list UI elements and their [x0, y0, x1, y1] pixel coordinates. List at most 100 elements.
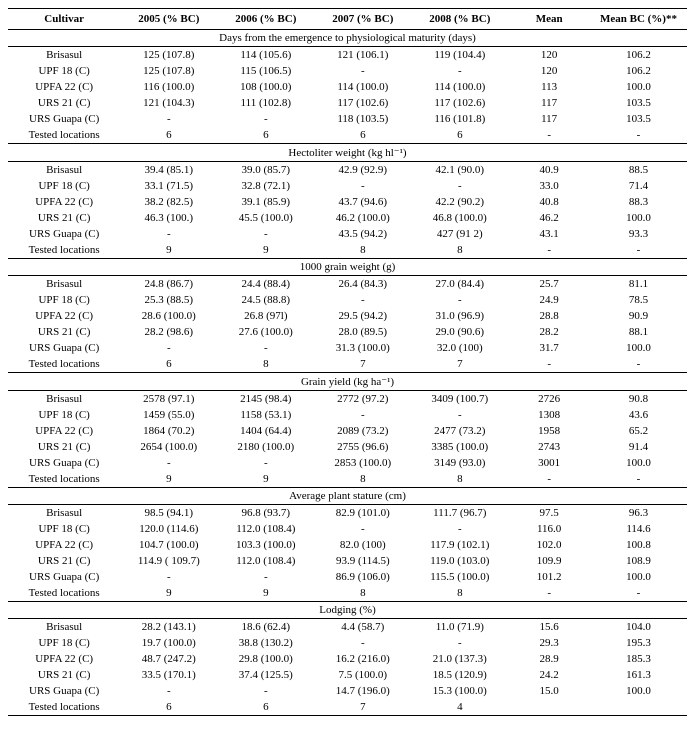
data-cell: 28.2 (143.1): [120, 619, 217, 636]
cultivar-cell: UPFA 22 (C): [8, 79, 120, 95]
data-cell: 11.0 (71.9): [411, 619, 508, 636]
cultivar-cell: URS 21 (C): [8, 95, 120, 111]
data-cell: 88.3: [590, 194, 687, 210]
cultivar-cell: UPF 18 (C): [8, 521, 120, 537]
data-cell: 31.3 (100.0): [314, 340, 411, 356]
data-cell: 114 (100.0): [314, 79, 411, 95]
data-cell: -: [314, 407, 411, 423]
data-cell: 26.4 (84.3): [314, 276, 411, 293]
table-row: UPFA 22 (C)48.7 (247.2)29.8 (100.0)16.2 …: [8, 651, 687, 667]
section-title: 1000 grain weight (g): [8, 259, 687, 276]
data-cell: 9: [217, 585, 314, 602]
data-cell: -: [411, 63, 508, 79]
col-cultivar: Cultivar: [8, 9, 120, 30]
cultivar-cell: Tested locations: [8, 699, 120, 716]
data-cell: 42.9 (92.9): [314, 162, 411, 179]
data-cell: 8: [314, 242, 411, 259]
data-cell: 46.2: [508, 210, 590, 226]
data-cell: 3001: [508, 455, 590, 471]
data-cell: 102.0: [508, 537, 590, 553]
data-cell: -: [590, 356, 687, 373]
data-cell: 33.0: [508, 178, 590, 194]
data-cell: 37.4 (125.5): [217, 667, 314, 683]
data-cell: 111.7 (96.7): [411, 505, 508, 522]
data-cell: 2578 (97.1): [120, 391, 217, 408]
data-cell: 48.7 (247.2): [120, 651, 217, 667]
data-cell: -: [120, 340, 217, 356]
data-cell: 27.6 (100.0): [217, 324, 314, 340]
data-cell: 7: [314, 699, 411, 716]
data-cell: 46.8 (100.0): [411, 210, 508, 226]
data-cell: 24.9: [508, 292, 590, 308]
data-cell: 6: [314, 127, 411, 144]
data-cell: 3385 (100.0): [411, 439, 508, 455]
data-cell: 29.0 (90.6): [411, 324, 508, 340]
data-cell: 100.0: [590, 210, 687, 226]
data-cell: 109.9: [508, 553, 590, 569]
table-row: UPFA 22 (C)116 (100.0)108 (100.0)114 (10…: [8, 79, 687, 95]
data-cell: 46.2 (100.0): [314, 210, 411, 226]
data-cell: -: [217, 111, 314, 127]
data-cell: 104.7 (100.0): [120, 537, 217, 553]
data-cell: 71.4: [590, 178, 687, 194]
data-cell: 115.5 (100.0): [411, 569, 508, 585]
data-cell: 7.5 (100.0): [314, 667, 411, 683]
col-2006: 2006 (% BC): [217, 9, 314, 30]
data-cell: 81.1: [590, 276, 687, 293]
data-cell: 2743: [508, 439, 590, 455]
data-cell: 7: [314, 356, 411, 373]
data-cell: 101.2: [508, 569, 590, 585]
table-row: UPF 18 (C)125 (107.8)115 (106.5)--120106…: [8, 63, 687, 79]
data-cell: 9: [217, 471, 314, 488]
section-title: Hectoliter weight (kg hl⁻¹): [8, 144, 687, 162]
cultivar-cell: URS Guapa (C): [8, 455, 120, 471]
data-cell: 116 (101.8): [411, 111, 508, 127]
data-cell: 32.8 (72.1): [217, 178, 314, 194]
data-cell: 9: [120, 471, 217, 488]
data-cell: 32.0 (100): [411, 340, 508, 356]
data-cell: 1308: [508, 407, 590, 423]
data-cell: 8: [411, 242, 508, 259]
table-row: UPF 18 (C)25.3 (88.5)24.5 (88.8)--24.978…: [8, 292, 687, 308]
data-cell: 2726: [508, 391, 590, 408]
data-cell: 6: [217, 699, 314, 716]
data-cell: 117: [508, 111, 590, 127]
col-mean: Mean: [508, 9, 590, 30]
cultivar-cell: URS Guapa (C): [8, 226, 120, 242]
col-2007: 2007 (% BC): [314, 9, 411, 30]
data-cell: -: [590, 471, 687, 488]
data-cell: 2853 (100.0): [314, 455, 411, 471]
data-cell: 33.5 (170.1): [120, 667, 217, 683]
table-row: URS Guapa (C)--31.3 (100.0)32.0 (100)31.…: [8, 340, 687, 356]
data-cell: 6: [411, 127, 508, 144]
data-cell: 100.0: [590, 455, 687, 471]
data-cell: 15.6: [508, 619, 590, 636]
data-cell: -: [508, 585, 590, 602]
cultivar-cell: Brisasul: [8, 619, 120, 636]
cultivar-cell: UPFA 22 (C): [8, 423, 120, 439]
cultivar-cell: UPFA 22 (C): [8, 537, 120, 553]
data-cell: -: [217, 683, 314, 699]
section-header: Lodging (%): [8, 602, 687, 619]
data-cell: 3409 (100.7): [411, 391, 508, 408]
table-row: URS 21 (C)2654 (100.0)2180 (100.0)2755 (…: [8, 439, 687, 455]
data-cell: 112.0 (108.4): [217, 521, 314, 537]
data-cell: 1459 (55.0): [120, 407, 217, 423]
data-cell: 161.3: [590, 667, 687, 683]
data-cell: 29.3: [508, 635, 590, 651]
data-cell: 29.5 (94.2): [314, 308, 411, 324]
data-cell: 43.5 (94.2): [314, 226, 411, 242]
table-row: UPFA 22 (C)28.6 (100.0)26.8 (97l)29.5 (9…: [8, 308, 687, 324]
data-cell: 96.3: [590, 505, 687, 522]
table-row: Tested locations9988--: [8, 471, 687, 488]
data-cell: 8: [314, 471, 411, 488]
cultivar-cell: URS Guapa (C): [8, 569, 120, 585]
data-cell: 43.6: [590, 407, 687, 423]
cultivar-cell: URS 21 (C): [8, 553, 120, 569]
cultivar-cell: Brisasul: [8, 162, 120, 179]
data-cell: 103.5: [590, 95, 687, 111]
data-cell: 114 (105.6): [217, 47, 314, 64]
data-cell: 106.2: [590, 47, 687, 64]
data-cell: -: [120, 111, 217, 127]
data-cell: 106.2: [590, 63, 687, 79]
